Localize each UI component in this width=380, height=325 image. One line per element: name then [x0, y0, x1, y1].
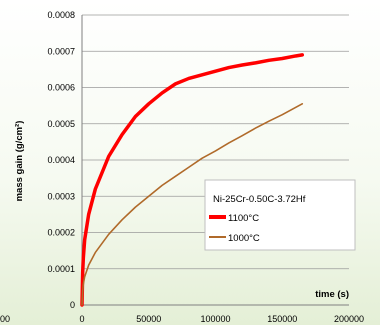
x-tick-label: 200000	[334, 314, 364, 324]
y-tick-label: 0.0006	[47, 83, 75, 93]
y-tick-label: 0.0007	[47, 46, 75, 56]
y-tick-label: 0.0001	[47, 264, 75, 274]
x-tick-label: 50000	[136, 314, 161, 324]
x-tick-label: 0	[79, 314, 84, 324]
legend-box	[204, 179, 356, 251]
legend-label-1000: 1000°C	[228, 233, 260, 244]
x-tick-label: 150000	[267, 314, 297, 324]
y-tick-label: 0.0008	[47, 10, 75, 20]
partial-left-tick: 00	[0, 314, 10, 324]
y-tick-label: 0.0005	[47, 119, 75, 129]
series-line-0	[80, 53, 305, 307]
y-tick-label: 0	[70, 300, 75, 310]
y-tick-label: 0.0002	[47, 228, 75, 238]
x-axis-title: time (s)	[315, 289, 349, 300]
series-lines	[80, 53, 305, 307]
y-tick-labels: 0 0.0001 0.0002 0.0003 0.0004 0.0005 0.0006 0.0…	[47, 10, 75, 310]
x-tick-label: 100000	[200, 314, 230, 324]
legend-label-1100: 1100°C	[228, 213, 259, 224]
y-axis-title: mass gain (g/cm²)	[14, 121, 25, 202]
legend-title: Ni-25Cr-0.50C-3.72Hf	[213, 194, 306, 205]
y-tick-label: 0.0004	[47, 155, 75, 165]
legend: Ni-25Cr-0.50C-3.72Hf 1100°C 1000°C	[204, 179, 356, 251]
x-tick-labels: 0 50000 100000 150000 200000	[79, 314, 364, 324]
y-tick-label: 0.0003	[47, 191, 75, 201]
series-line-1	[81, 103, 304, 306]
